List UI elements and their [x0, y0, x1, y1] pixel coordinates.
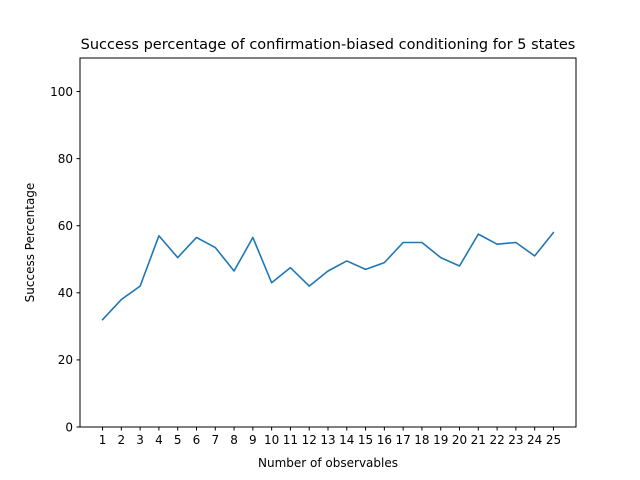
x-tick-label: 2	[118, 433, 126, 447]
data-point	[308, 285, 311, 288]
series-line	[101, 231, 555, 321]
data-point	[364, 268, 367, 271]
x-tick-label: 14	[339, 433, 354, 447]
x-tick-label: 24	[527, 433, 542, 447]
x-tick-label: 11	[283, 433, 298, 447]
plot-frame	[79, 57, 577, 428]
y-tick-label: 100	[50, 85, 73, 99]
data-point	[120, 298, 123, 301]
x-tick-label: 5	[174, 433, 182, 447]
data-point	[552, 231, 555, 234]
data-point	[496, 243, 499, 246]
plot-series	[101, 231, 555, 321]
y-axis: 0 20 40 60 80 100	[50, 85, 80, 434]
data-point	[289, 266, 292, 269]
data-point	[195, 236, 198, 239]
data-point	[514, 241, 517, 244]
y-axis-label: Success Percentage	[23, 183, 37, 303]
chart-title: Success percentage of confirmation-biase…	[81, 37, 576, 53]
data-point	[157, 234, 160, 237]
x-tick-label: 4	[155, 433, 163, 447]
y-tick-label: 0	[65, 420, 73, 434]
data-point	[345, 259, 348, 262]
data-point	[214, 246, 217, 249]
x-tick-label: 15	[358, 433, 373, 447]
y-tick-label: 80	[58, 152, 73, 166]
x-tick-label: 18	[414, 433, 429, 447]
y-tick-label: 40	[58, 286, 73, 300]
x-tick-label: 23	[508, 433, 523, 447]
x-tick-label: 7	[211, 433, 219, 447]
x-tick-label: 17	[396, 433, 411, 447]
x-tick-label: 19	[433, 433, 448, 447]
data-point	[420, 241, 423, 244]
data-point	[270, 281, 273, 284]
data-point	[327, 270, 330, 273]
data-point	[477, 233, 480, 236]
x-axis-label: Number of observables	[258, 456, 398, 470]
x-tick-label: 6	[193, 433, 201, 447]
data-point	[101, 318, 104, 321]
data-point	[251, 236, 254, 239]
x-tick-label: 3	[136, 433, 144, 447]
x-tick-label: 25	[546, 433, 561, 447]
data-point	[139, 285, 142, 288]
x-tick-label: 20	[452, 433, 467, 447]
x-tick-label: 16	[377, 433, 392, 447]
data-point	[383, 261, 386, 264]
x-tick-label: 1	[99, 433, 107, 447]
x-tick-label: 8	[230, 433, 238, 447]
x-tick-label: 9	[249, 433, 257, 447]
x-tick-label: 10	[264, 433, 279, 447]
data-point	[458, 264, 461, 267]
x-axis: 1 2 3 4 5 6 7 8 9 10 11 12 13 14 15 16 17 18 19 20 21 22 23 24 2…	[99, 427, 561, 447]
data-point	[233, 270, 236, 273]
y-tick-label: 20	[58, 353, 73, 367]
y-tick-label: 60	[58, 219, 73, 233]
data-point	[402, 241, 405, 244]
x-tick-label: 12	[302, 433, 317, 447]
x-tick-label: 21	[471, 433, 486, 447]
data-point	[439, 256, 442, 259]
data-point	[533, 254, 536, 257]
data-point	[176, 256, 179, 259]
x-tick-label: 22	[489, 433, 504, 447]
x-tick-label: 13	[320, 433, 335, 447]
